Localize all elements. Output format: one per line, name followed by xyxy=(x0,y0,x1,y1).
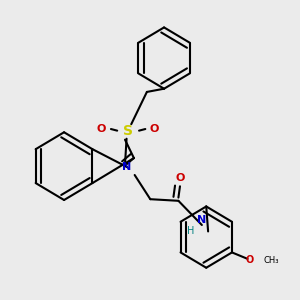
Text: CH₃: CH₃ xyxy=(263,256,279,265)
Text: O: O xyxy=(150,124,159,134)
Text: H: H xyxy=(187,226,195,236)
Text: O: O xyxy=(245,256,253,266)
Text: O: O xyxy=(97,124,106,134)
Text: S: S xyxy=(123,124,133,138)
Text: O: O xyxy=(175,173,185,183)
Text: N: N xyxy=(122,162,131,172)
Text: N: N xyxy=(197,215,206,225)
